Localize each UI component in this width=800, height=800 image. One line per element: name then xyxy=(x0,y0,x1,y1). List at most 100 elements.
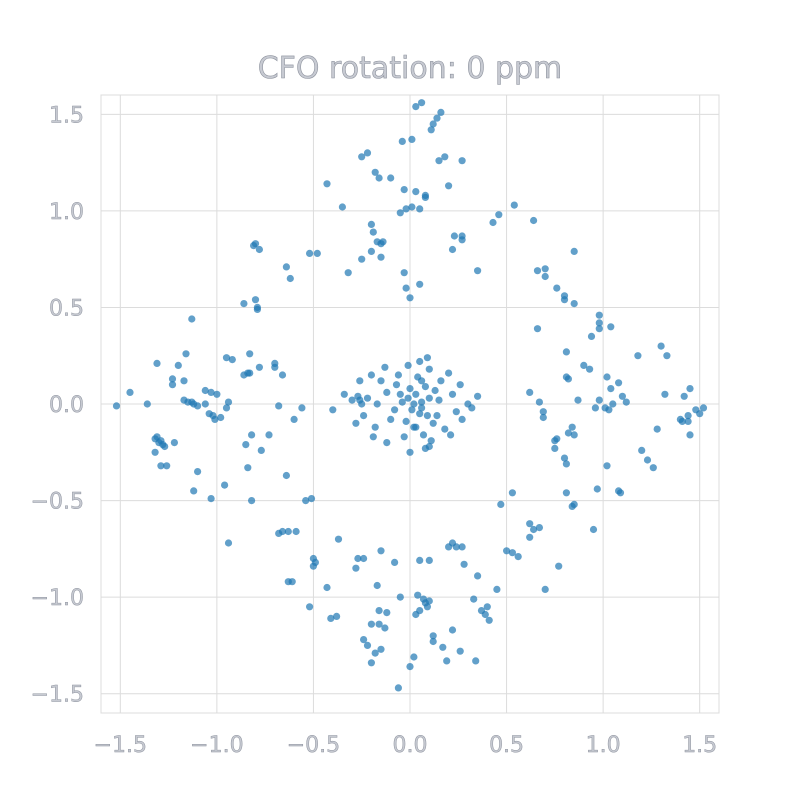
scatter-point xyxy=(360,554,368,563)
scatter-point xyxy=(400,269,408,277)
scatter-point xyxy=(373,400,381,408)
scatter-point xyxy=(207,388,215,396)
scatter-point xyxy=(425,556,433,565)
x-tick-label: 0.5 xyxy=(489,733,524,758)
scatter-point xyxy=(564,429,573,437)
scatter-point xyxy=(456,381,464,389)
scatter-point xyxy=(246,350,254,358)
scatter-point xyxy=(615,379,623,387)
scatter-point xyxy=(250,242,258,250)
scatter-point xyxy=(535,398,544,406)
scatter-point xyxy=(360,412,368,420)
scatter-point xyxy=(381,363,389,371)
scatter-point xyxy=(595,396,603,404)
scatter-point xyxy=(288,578,296,586)
scatter-point xyxy=(377,240,385,248)
scatter-point xyxy=(574,396,582,404)
scatter-point xyxy=(448,626,457,634)
scatter-point xyxy=(383,439,391,447)
scatter-point xyxy=(421,383,429,391)
scatter-point xyxy=(468,404,476,412)
scatter-point xyxy=(309,562,317,570)
scatter-point xyxy=(246,369,254,377)
scatter-point xyxy=(292,527,300,536)
scatter-point xyxy=(586,365,594,373)
x-tick-label: −1.5 xyxy=(94,733,147,758)
scatter-point xyxy=(663,352,671,360)
scatter-point xyxy=(363,641,372,650)
scatter-point xyxy=(458,415,466,423)
scatter-point xyxy=(392,381,401,389)
scatter-point xyxy=(541,585,549,594)
scatter-point xyxy=(275,529,283,538)
scatter-point xyxy=(551,437,559,445)
scatter-point xyxy=(678,417,686,425)
scatter-point xyxy=(603,373,611,381)
scatter-point xyxy=(151,435,159,443)
scatter-point xyxy=(452,543,460,551)
scatter-point xyxy=(352,419,360,427)
scatter-point xyxy=(348,396,356,404)
scatter-point xyxy=(404,394,412,402)
scatter-point xyxy=(560,296,569,304)
scatter-point xyxy=(416,410,424,418)
scatter-point xyxy=(541,272,549,281)
scatter-point xyxy=(447,431,455,439)
scatter-point xyxy=(255,245,263,254)
scatter-point xyxy=(253,303,261,311)
scatter-point xyxy=(377,253,385,261)
scatter-point xyxy=(398,137,406,145)
scatter-point xyxy=(168,381,177,389)
scatter-point xyxy=(570,500,578,508)
scatter-point xyxy=(201,400,209,408)
scatter-point xyxy=(222,354,231,362)
scatter-point xyxy=(618,392,627,400)
scatter-point xyxy=(168,375,177,383)
scatter-point xyxy=(221,481,229,489)
scatter-point xyxy=(352,564,360,572)
scatter-point xyxy=(265,431,273,439)
scatter-point xyxy=(406,385,414,393)
scatter-point xyxy=(684,412,692,420)
scatter-point xyxy=(240,300,248,308)
scatter-point xyxy=(423,354,431,362)
scatter-point xyxy=(170,439,178,447)
scatter-point xyxy=(686,431,694,439)
scatter-point xyxy=(224,539,233,547)
scatter-point xyxy=(555,562,563,570)
scatter-point xyxy=(562,348,571,356)
scatter-point xyxy=(607,385,615,393)
x-tick-label: 0.0 xyxy=(393,733,428,758)
scatter-point xyxy=(371,423,379,431)
scatter-point xyxy=(410,400,418,408)
x-tick-label: 1.5 xyxy=(682,733,717,758)
scatter-point xyxy=(458,157,466,165)
scatter-point xyxy=(684,417,692,425)
scatter-point xyxy=(369,228,377,236)
scatter-point xyxy=(271,359,279,367)
scatter-point xyxy=(564,375,573,383)
scatter-point xyxy=(423,412,431,420)
scatter-point xyxy=(327,614,335,623)
y-tick-label: −1.0 xyxy=(31,586,84,611)
scatter-point xyxy=(460,560,468,568)
scatter-point xyxy=(244,464,252,472)
scatter-point xyxy=(278,371,287,379)
scatter-point xyxy=(358,255,366,263)
scatter-point xyxy=(562,460,571,468)
scatter-point xyxy=(323,180,331,188)
scatter-point xyxy=(398,398,406,406)
scatter-point xyxy=(435,396,443,404)
scatter-point xyxy=(375,607,383,615)
scatter-point xyxy=(358,400,366,408)
scatter-point xyxy=(282,471,290,480)
scatter-point xyxy=(425,365,433,373)
y-tick-label: 0.0 xyxy=(49,393,84,418)
scatter-point xyxy=(533,267,542,275)
scatter-point xyxy=(251,296,260,304)
scatter-point xyxy=(406,448,414,456)
x-tick-label: 1.0 xyxy=(586,733,621,758)
scatter-point xyxy=(363,149,372,157)
scatter-point xyxy=(412,188,420,196)
